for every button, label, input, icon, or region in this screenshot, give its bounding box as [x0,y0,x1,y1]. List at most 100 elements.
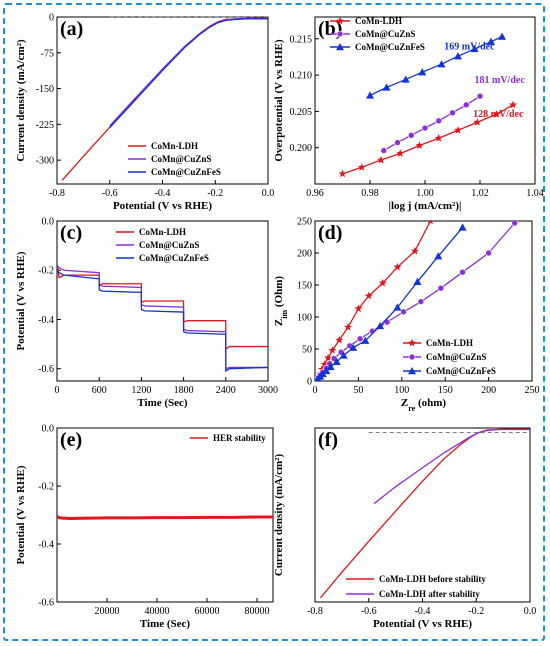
x-axis-label: |log j (mA/cm²)| [389,200,462,212]
legend-marker [336,16,344,25]
panel-label: (a) [60,18,83,40]
legend-marker [336,30,344,38]
series-comn-cuzns [380,92,484,154]
x-tick-label: 150 [438,385,453,396]
panel-d: 0 50 100 150 200 250 0 50 100 150 200 250 Zre (ohm) Z… [273,217,540,413]
data-point [380,147,388,154]
data-point [470,44,479,53]
x-tick-label: 0 [55,385,60,396]
x-tick-label: 200 [481,385,496,396]
panel-a: -0.8 -0.6 -0.4 -0.2 0.0 0 -75 -150 -225 -300 Poten… [15,13,274,213]
data-point [332,357,341,365]
y-axis-label: Potential (V vs RHE) [15,465,27,564]
data-point [437,60,446,68]
legend-label: CoMn@CuZnS [355,29,415,39]
legend-label: CoMn-LDH [355,16,402,26]
data-point [322,366,331,374]
data-point [462,101,470,109]
x-tick-label: 1200 [131,385,151,396]
data-point [459,268,466,276]
y-tick-label: 50 [302,345,312,356]
data-point [393,262,402,271]
y-tick-label: -0.6 [38,598,54,609]
legend-marker [408,353,416,361]
x-tick-label: 1.04 [526,188,544,199]
y-tick-label: -75 [41,48,54,59]
x-tick-label: -0.6 [361,606,377,617]
series-comn-cuznfes [57,269,268,372]
legend-label: CoMn@CuZnS [139,240,199,250]
x-tick-label: 1800 [174,385,194,396]
y-tick-label: 0 [49,13,54,24]
x-tick-label: 250 [525,385,540,396]
data-point [417,298,425,305]
x-tick-label: 3000 [258,385,278,396]
data-point [509,100,517,109]
plot-frame [56,220,269,382]
series-line [109,17,268,127]
legend: CoMn-LDH before stability CoMn-LDH after … [346,574,486,599]
data-point [378,278,387,287]
data-point [339,351,348,359]
panel-label: (f) [318,429,338,451]
x-tick-label: 2400 [216,385,236,396]
y-tick-label: -0.4 [38,315,54,326]
plot-frame [314,220,533,382]
data-point [498,32,506,40]
data-point [400,308,407,316]
data-point [401,75,410,83]
data-point [354,304,363,313]
y-tick-label: 150 [297,281,312,292]
legend-label: CoMn-LDH after stability [379,589,480,599]
series-her-stability [57,515,273,520]
legend-label: CoMn@CuZnFeS [139,253,209,263]
y-tick-label: -300 [36,156,54,167]
series-line [319,428,530,599]
legend-label: CoMn-LDH [426,338,473,348]
y-axis-label: Potential (V vs RHE) [15,251,27,350]
data-point [393,303,402,311]
plot-frame [56,427,274,603]
x-axis-label: Zre (ohm) [401,397,447,413]
slope-annotation: 169 mV/dec [444,42,495,53]
series-line [342,104,514,175]
data-point [434,252,443,260]
slope-annotation: 181 mV/dec [475,75,526,86]
x-tick-label: 600 [92,385,107,396]
data-point [356,335,364,343]
y-tick-label: -150 [36,84,54,95]
data-point [357,163,366,171]
data-point [328,346,337,354]
data-point [361,336,370,344]
data-point [435,117,443,125]
x-axis-label: Time (Sec) [140,618,191,630]
y-tick-label: 100 [297,313,312,324]
data-point [396,149,405,157]
series-line [109,18,268,129]
legend-marker [336,43,344,51]
data-point [394,139,401,146]
y-tick-label: 250 [297,217,312,228]
series-line [57,264,268,370]
data-point [434,134,443,142]
data-point [473,118,482,126]
x-tick-label: -0.8 [49,188,65,199]
figure-frame [3,3,545,641]
series-comn-cuznfes [315,223,467,381]
legend: CoMn-LDH CoMn@CuZnS CoMn@CuZnFeS [116,227,209,263]
legend-label: CoMn@CuZnFeS [426,366,496,376]
data-point [458,223,467,231]
legend-label: HER stability [213,433,266,443]
y-tick-label: -0.6 [38,364,54,375]
data-point [427,221,433,225]
data-point [376,321,385,330]
x-tick-label: -0.8 [307,606,323,617]
x-tick-label: 50 [353,385,363,396]
x-tick-label: -0.2 [207,188,223,199]
panel-f: -0.8 -0.6 -0.4 -0.2 0.0 Potential (V vs RHE) C… [273,427,536,630]
y-tick-label: 0.0 [42,217,55,228]
data-point [415,141,424,149]
legend: CoMn-LDH CoMn@CuZnS CoMn@CuZnFeS [403,338,496,376]
series-comn-cuzns [57,264,268,370]
